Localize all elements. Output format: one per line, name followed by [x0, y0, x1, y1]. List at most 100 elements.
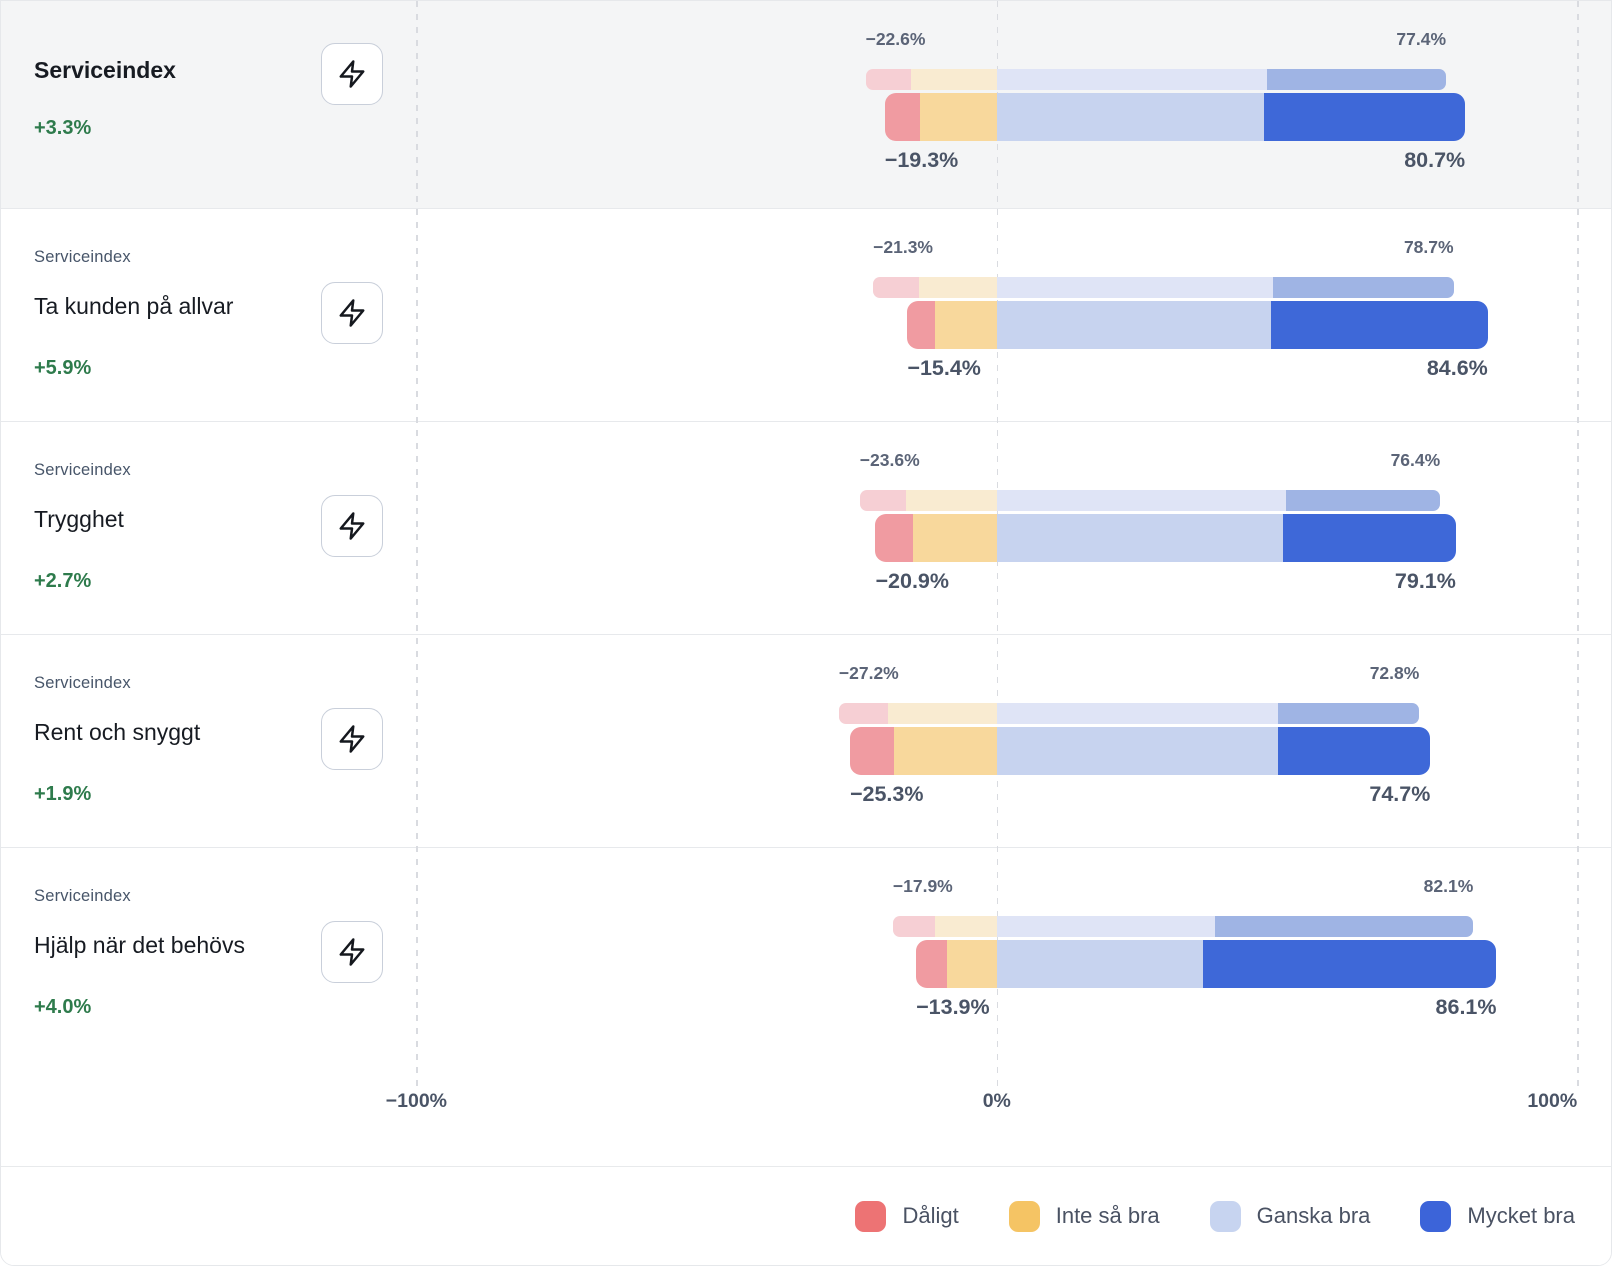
bar-current-period[interactable] [907, 301, 1488, 349]
legend-swatch [855, 1200, 887, 1232]
lightning-icon [339, 938, 365, 966]
lightning-icon [339, 299, 365, 327]
previous-negative-value: −27.2% [838, 663, 899, 683]
legend-item-daligt[interactable]: Dåligt [855, 1200, 959, 1232]
segment-mycket-bra[interactable] [1267, 69, 1446, 90]
row-delta: +2.7% [34, 570, 92, 592]
segment-daligt[interactable] [875, 514, 914, 562]
lightning-icon [339, 60, 365, 88]
legend-item-ganska-bra[interactable]: Ganska bra [1209, 1200, 1371, 1232]
chart-row: Serviceindex Ta kunden på allvar +5.9% −… [1, 208, 1611, 421]
row-action-button[interactable] [321, 495, 383, 557]
legend-item-inte-sa-bra[interactable]: Inte så bra [1008, 1200, 1160, 1232]
segment-ganska-bra[interactable] [996, 514, 1283, 562]
current-positive-value: 86.1% [1435, 995, 1497, 1019]
legend-label: Inte så bra [1055, 1203, 1160, 1228]
bar-current-period[interactable] [875, 514, 1456, 562]
axis-tick-label: 0% [982, 1090, 1011, 1112]
segment-ganska-bra[interactable] [996, 727, 1278, 775]
row-action-button[interactable] [321, 921, 383, 983]
current-positive-value: 84.6% [1426, 356, 1488, 380]
current-positive-value: 80.7% [1404, 148, 1466, 172]
x-axis: −100% 0% 100% [1, 1060, 1611, 1166]
segment-inte-sa-bra[interactable] [894, 727, 997, 775]
axis-tick-label: 100% [1527, 1090, 1578, 1112]
previous-positive-value: 72.8% [1369, 663, 1420, 683]
segment-daligt[interactable] [873, 277, 919, 298]
segment-ganska-bra[interactable] [996, 69, 1268, 90]
previous-positive-value: 77.4% [1396, 29, 1447, 49]
legend: Dåligt Inte så bra Ganska bra Mycket bra [1, 1166, 1611, 1265]
row-title: Serviceindex [34, 57, 176, 83]
previous-positive-value: 76.4% [1390, 450, 1441, 470]
segment-daligt[interactable] [859, 490, 907, 511]
segment-mycket-bra[interactable] [1277, 703, 1420, 724]
segment-daligt[interactable] [916, 940, 948, 988]
bar-current-period[interactable] [884, 93, 1466, 141]
segment-mycket-bra[interactable] [1285, 490, 1441, 511]
segment-mycket-bra[interactable] [1202, 940, 1497, 988]
segment-inte-sa-bra[interactable] [913, 514, 997, 562]
current-positive-value: 79.1% [1394, 569, 1456, 593]
segment-daligt[interactable] [849, 727, 895, 775]
segment-daligt[interactable] [838, 703, 888, 724]
previous-positive-value: 78.7% [1403, 237, 1454, 257]
segment-daligt[interactable] [892, 916, 936, 937]
bar-current-period[interactable] [916, 940, 1497, 988]
segment-ganska-bra[interactable] [996, 916, 1215, 937]
segment-mycket-bra[interactable] [1271, 301, 1488, 349]
legend-swatch [1420, 1200, 1452, 1232]
segment-inte-sa-bra[interactable] [919, 277, 997, 298]
segment-ganska-bra[interactable] [996, 93, 1264, 141]
chart-row: Serviceindex +3.3% −22.6% 77.4% −19.3% 8… [1, 1, 1611, 208]
current-positive-value: 74.7% [1369, 782, 1431, 806]
bar-previous-period[interactable] [873, 277, 1454, 298]
row-action-button[interactable] [321, 43, 383, 105]
segment-inte-sa-bra[interactable] [911, 69, 997, 90]
segment-daligt[interactable] [907, 301, 936, 349]
segment-mycket-bra[interactable] [1277, 727, 1431, 775]
bar-previous-period[interactable] [838, 703, 1420, 724]
segment-inte-sa-bra[interactable] [947, 940, 997, 988]
row-overline: Serviceindex [34, 674, 131, 692]
current-negative-value: −25.3% [849, 782, 924, 806]
segment-ganska-bra[interactable] [996, 703, 1278, 724]
bar-previous-period[interactable] [865, 69, 1446, 90]
segment-daligt[interactable] [884, 93, 921, 141]
previous-negative-value: −23.6% [859, 450, 920, 470]
segment-ganska-bra[interactable] [996, 301, 1272, 349]
current-negative-value: −13.9% [916, 995, 990, 1019]
bar-previous-period[interactable] [892, 916, 1474, 937]
segment-inte-sa-bra[interactable] [920, 93, 997, 141]
bar-previous-period[interactable] [859, 490, 1441, 511]
legend-swatch [1209, 1200, 1241, 1232]
segment-mycket-bra[interactable] [1282, 514, 1456, 562]
legend-swatch [1008, 1200, 1040, 1232]
legend-label: Ganska bra [1256, 1203, 1371, 1228]
chart-row: Serviceindex Hjälp när det behövs +4.0% … [1, 847, 1611, 1060]
segment-inte-sa-bra[interactable] [935, 301, 997, 349]
segment-inte-sa-bra[interactable] [906, 490, 997, 511]
lightning-icon [339, 725, 365, 753]
segment-inte-sa-bra[interactable] [935, 916, 997, 937]
segment-ganska-bra[interactable] [996, 490, 1286, 511]
bar-current-period[interactable] [849, 727, 1431, 775]
row-overline: Serviceindex [34, 887, 131, 905]
segment-mycket-bra[interactable] [1273, 277, 1454, 298]
segment-mycket-bra[interactable] [1214, 916, 1474, 937]
legend-item-mycket-bra[interactable]: Mycket bra [1420, 1200, 1575, 1232]
row-action-button[interactable] [321, 708, 383, 770]
segment-ganska-bra[interactable] [996, 940, 1203, 988]
row-delta: +1.9% [34, 783, 92, 805]
previous-positive-value: 82.1% [1423, 876, 1474, 896]
current-negative-value: −19.3% [884, 148, 959, 172]
rows: Serviceindex +3.3% −22.6% 77.4% −19.3% 8… [1, 1, 1611, 1060]
current-negative-value: −15.4% [907, 356, 981, 380]
row-title: Hjälp när det behövs [34, 932, 245, 958]
segment-daligt[interactable] [865, 69, 912, 90]
segment-inte-sa-bra[interactable] [887, 703, 997, 724]
segment-mycket-bra[interactable] [1263, 93, 1466, 141]
segment-ganska-bra[interactable] [996, 277, 1274, 298]
row-action-button[interactable] [321, 282, 383, 344]
chart-row: Serviceindex Rent och snyggt +1.9% −27.2… [1, 634, 1611, 847]
